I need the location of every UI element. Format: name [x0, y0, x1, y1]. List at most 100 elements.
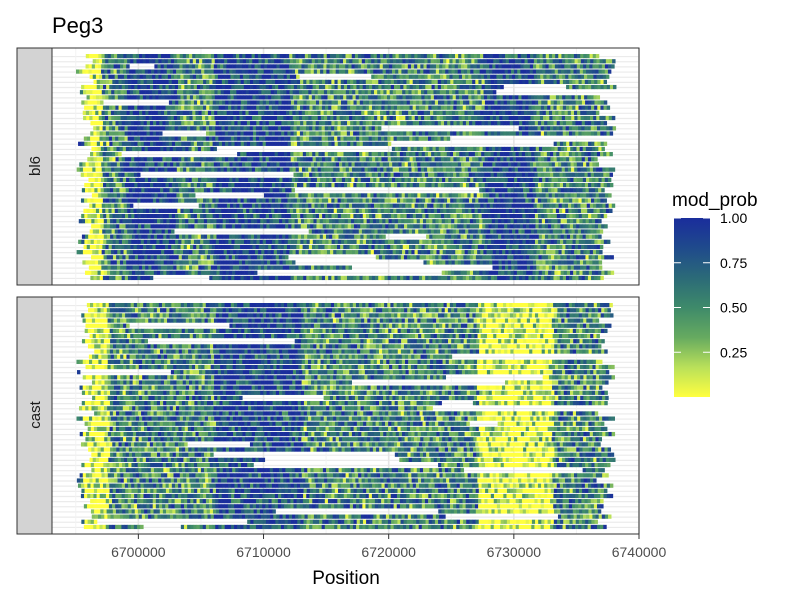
methylation-call — [288, 142, 291, 146]
methylation-call — [149, 90, 152, 94]
methylation-call — [274, 204, 277, 208]
methylation-call — [175, 137, 178, 141]
methylation-call — [151, 147, 154, 151]
methylation-call — [522, 183, 525, 187]
methylation-call — [375, 100, 378, 104]
methylation-call — [241, 214, 244, 218]
methylation-call — [276, 178, 279, 182]
methylation-call — [502, 54, 505, 58]
methylation-call — [80, 90, 83, 94]
methylation-call — [86, 162, 89, 166]
methylation-call — [155, 90, 158, 94]
methylation-call — [281, 157, 284, 161]
methylation-call — [597, 209, 600, 213]
methylation-call — [107, 64, 110, 68]
methylation-call — [351, 69, 354, 73]
methylation-call — [500, 85, 503, 89]
methylation-call — [483, 193, 486, 197]
methylation-call — [593, 95, 596, 99]
methylation-call — [569, 131, 572, 135]
methylation-call — [118, 116, 121, 120]
methylation-call — [125, 198, 128, 202]
methylation-call — [488, 198, 491, 202]
methylation-call — [248, 178, 251, 182]
methylation-call — [390, 95, 393, 99]
methylation-call — [331, 137, 334, 141]
methylation-call — [499, 193, 502, 197]
methylation-call — [433, 64, 436, 68]
methylation-call — [196, 168, 199, 172]
methylation-call — [274, 54, 277, 58]
methylation-call — [170, 69, 173, 73]
methylation-call — [108, 168, 111, 172]
methylation-call — [402, 162, 405, 166]
methylation-call — [450, 106, 453, 110]
methylation-call — [359, 173, 362, 177]
methylation-call — [129, 162, 132, 166]
methylation-call — [489, 188, 492, 192]
methylation-call — [317, 64, 320, 68]
methylation-call — [389, 69, 392, 73]
methylation-call — [210, 219, 213, 223]
methylation-call — [225, 198, 228, 202]
methylation-call — [142, 54, 145, 58]
methylation-call — [469, 121, 472, 125]
methylation-call — [290, 116, 293, 120]
methylation-call — [520, 188, 523, 192]
methylation-call — [538, 198, 541, 202]
methylation-call — [171, 75, 174, 79]
methylation-call — [429, 147, 432, 151]
methylation-call — [137, 80, 140, 84]
methylation-call — [365, 209, 368, 213]
methylation-call — [326, 162, 329, 166]
methylation-call — [85, 69, 88, 73]
methylation-call — [453, 198, 456, 202]
methylation-call — [367, 69, 370, 73]
methylation-call — [522, 152, 525, 156]
methylation-call — [220, 111, 223, 115]
methylation-call — [581, 95, 584, 99]
methylation-call — [569, 85, 572, 89]
methylation-call — [566, 214, 569, 218]
methylation-call — [192, 64, 195, 68]
methylation-call — [437, 75, 440, 79]
methylation-call — [518, 116, 521, 120]
methylation-call — [460, 157, 463, 161]
methylation-call — [591, 100, 594, 104]
methylation-call — [128, 80, 131, 84]
methylation-call — [177, 75, 180, 79]
methylation-call — [237, 209, 240, 213]
methylation-call — [150, 137, 153, 141]
methylation-call — [461, 162, 464, 166]
methylation-call — [324, 116, 327, 120]
methylation-call — [421, 90, 424, 94]
methylation-call — [318, 204, 321, 208]
methylation-call — [559, 204, 562, 208]
methylation-call — [437, 95, 440, 99]
methylation-call — [381, 198, 384, 202]
methylation-call — [112, 137, 115, 141]
methylation-call — [534, 173, 537, 177]
methylation-call — [555, 111, 558, 115]
methylation-call — [503, 80, 506, 84]
methylation-call — [168, 90, 171, 94]
methylation-call — [387, 95, 390, 99]
methylation-call — [387, 116, 390, 120]
methylation-call — [385, 85, 388, 89]
methylation-call — [293, 126, 296, 130]
methylation-call — [119, 198, 122, 202]
methylation-call — [468, 90, 471, 94]
methylation-call — [280, 90, 283, 94]
methylation-call — [412, 173, 415, 177]
methylation-call — [89, 116, 92, 120]
methylation-call — [586, 54, 589, 58]
methylation-call — [107, 219, 110, 223]
methylation-call — [232, 188, 235, 192]
methylation-call — [497, 183, 500, 187]
methylation-call — [380, 162, 383, 166]
methylation-call — [291, 121, 294, 125]
methylation-call — [394, 100, 397, 104]
methylation-call — [153, 85, 156, 89]
methylation-call — [393, 59, 396, 63]
methylation-call — [390, 137, 393, 141]
